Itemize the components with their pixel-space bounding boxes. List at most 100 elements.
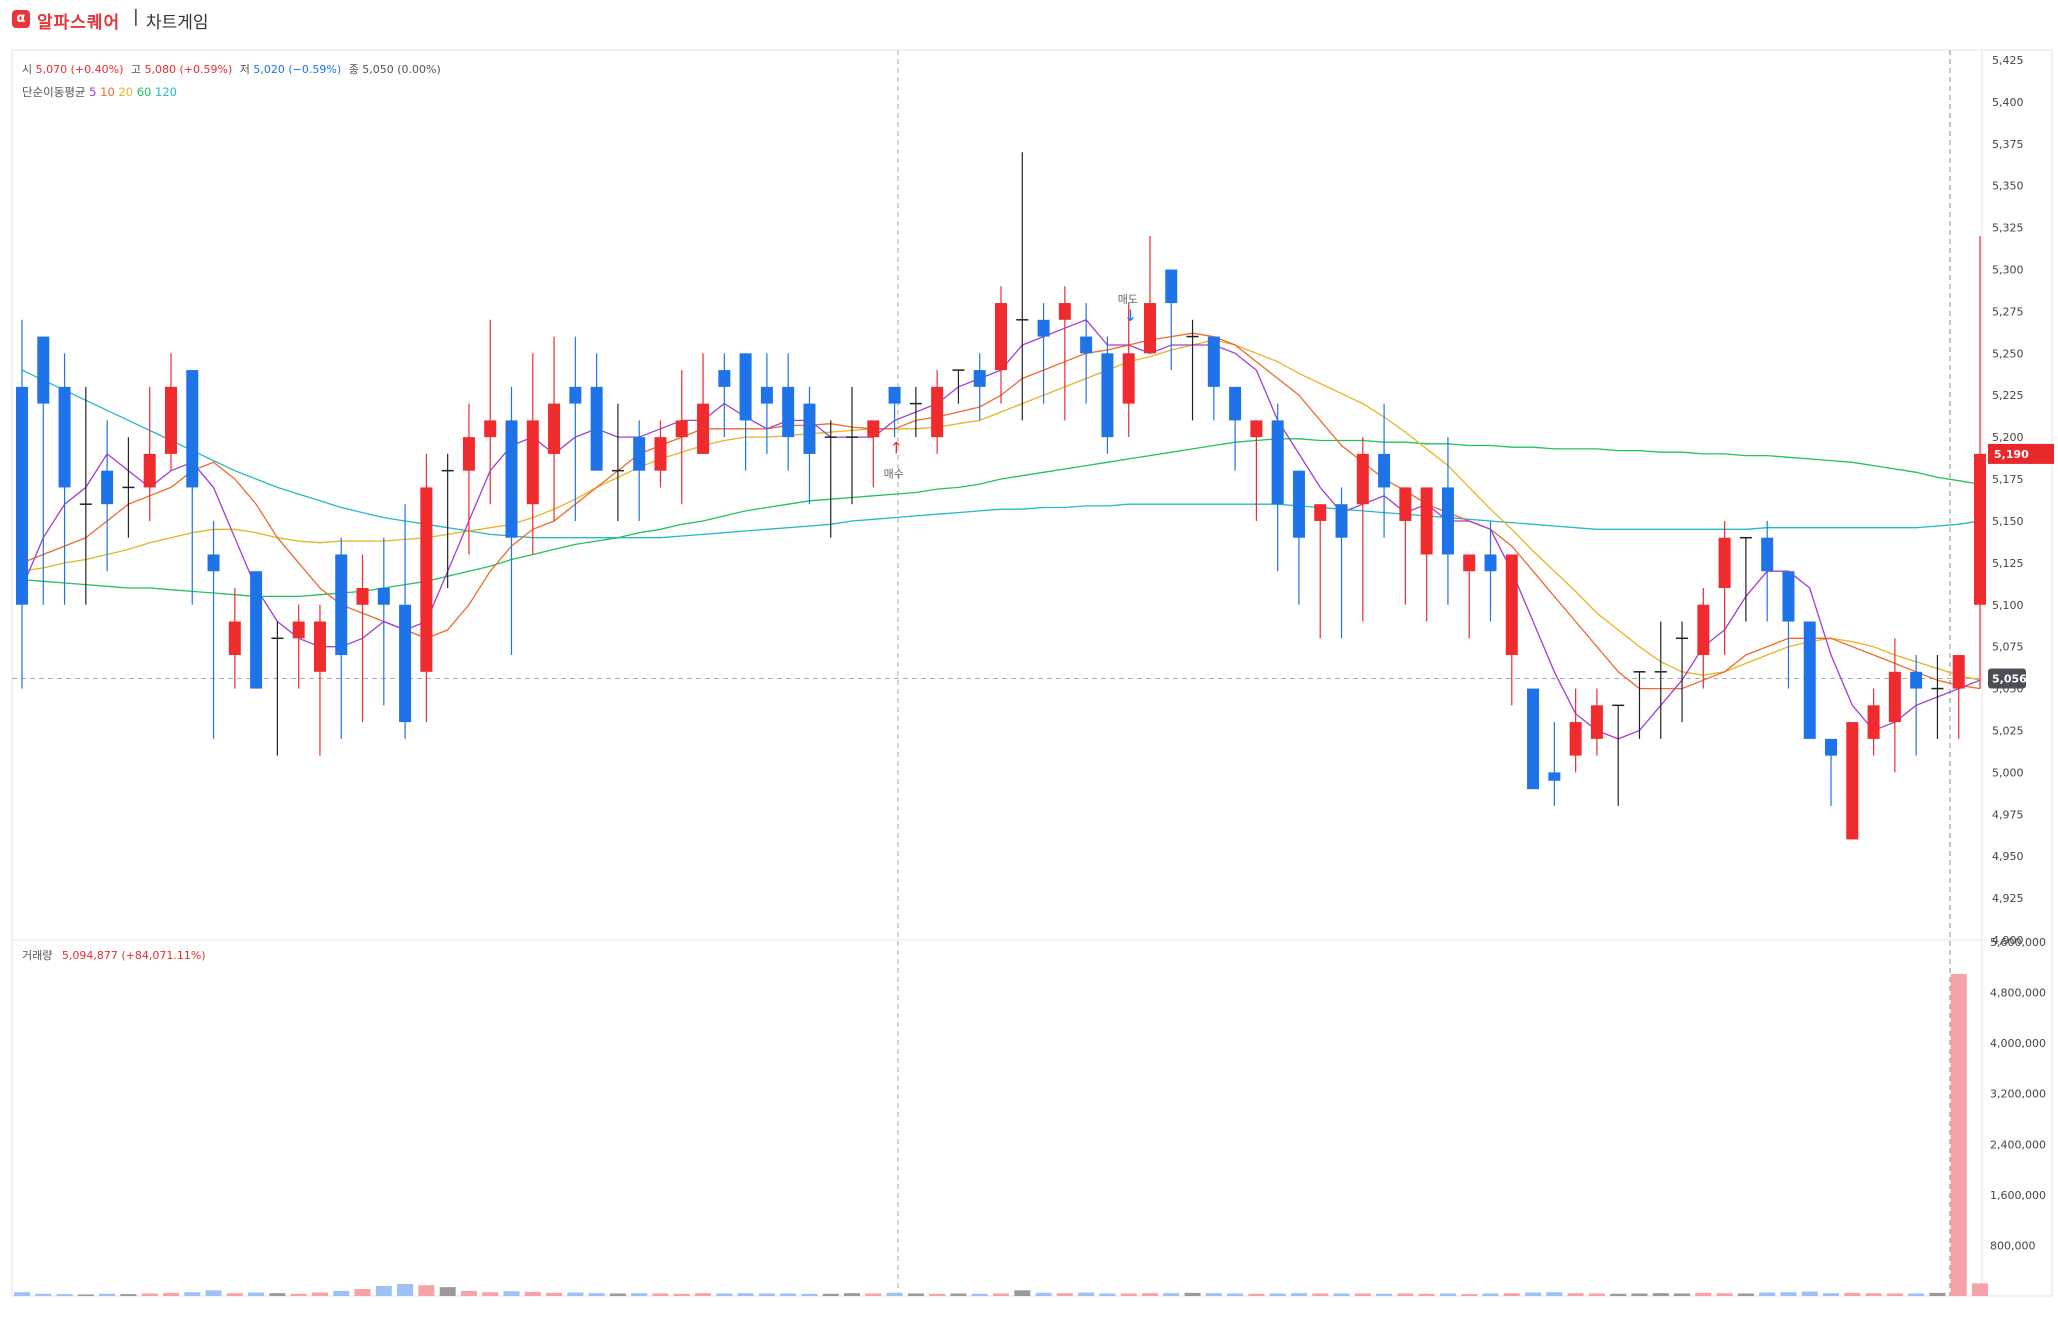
volume-bar xyxy=(120,1294,137,1296)
candle-body xyxy=(1165,269,1178,304)
candle-body xyxy=(1101,353,1114,438)
candle-body xyxy=(1548,772,1561,781)
candle-body xyxy=(1761,537,1774,572)
volume-bar xyxy=(1014,1290,1031,1296)
volume-bar xyxy=(1227,1293,1244,1296)
candle-body xyxy=(1846,722,1859,840)
title-separator: | xyxy=(133,7,139,27)
volume-bar xyxy=(1035,1292,1052,1296)
price-tick-label: 5,375 xyxy=(1992,138,2024,151)
volume-bar xyxy=(993,1293,1009,1296)
volume-bar xyxy=(1844,1292,1861,1296)
price-tick-label: 5,275 xyxy=(1992,305,2024,318)
candle-body xyxy=(1335,504,1348,538)
volume-bar xyxy=(1290,1293,1307,1296)
candle-body xyxy=(505,420,518,538)
price-tick-label: 5,350 xyxy=(1992,180,2024,193)
candle-body xyxy=(250,571,263,689)
volume-bar xyxy=(1461,1294,1478,1296)
candle-body xyxy=(675,420,688,438)
price-tick-label: 5,000 xyxy=(1992,766,2024,779)
volume-bar xyxy=(737,1293,754,1296)
sell-arrow-icon: ↓ xyxy=(1124,306,1137,325)
volume-bar xyxy=(1631,1293,1648,1296)
ma-legend[interactable]: 단순이동평균 5 10 20 60 120 xyxy=(22,85,177,99)
candle-body xyxy=(313,621,326,672)
candle-body xyxy=(1697,604,1710,656)
brand-name[interactable]: 알파스퀘어 xyxy=(37,13,121,33)
volume-bar xyxy=(1674,1293,1691,1296)
candle-body xyxy=(888,386,901,404)
candle-body xyxy=(782,386,795,438)
volume-bars xyxy=(14,973,1988,1296)
volume-bar xyxy=(524,1291,541,1296)
candle-body xyxy=(377,588,390,605)
candle-body xyxy=(739,353,752,421)
volume-bar xyxy=(673,1293,690,1296)
price-tick-label: 5,250 xyxy=(1992,347,2024,360)
volume-change: (+84,071.11%) xyxy=(121,949,205,962)
volume-bar xyxy=(1333,1293,1350,1296)
ma120-line xyxy=(21,369,1981,539)
candle-body xyxy=(143,453,156,488)
volume-bar xyxy=(652,1293,669,1296)
candle-body xyxy=(101,470,114,505)
candle-body xyxy=(1143,303,1156,354)
moving-average-lines xyxy=(21,319,1981,740)
volume-bar xyxy=(354,1289,371,1296)
volume-tick-label: 3,200,000 xyxy=(1990,1088,2046,1101)
candle-body xyxy=(633,437,646,471)
candle-body xyxy=(1122,353,1135,404)
chart-border xyxy=(11,49,2053,1297)
candle-body xyxy=(1399,487,1412,521)
open-change: (+0.40%) xyxy=(71,63,124,76)
volume-tick-label: 5,600,000 xyxy=(1990,936,2046,949)
volume-bar xyxy=(141,1293,158,1296)
volume-bar xyxy=(1652,1293,1669,1296)
price-tick-label: 5,325 xyxy=(1992,222,2024,235)
volume-bar xyxy=(886,1292,903,1296)
candle-body xyxy=(697,403,710,454)
candle-body xyxy=(164,386,177,454)
volume-bar xyxy=(1354,1293,1371,1296)
candle-body xyxy=(420,487,433,672)
volume-bar xyxy=(482,1292,499,1296)
page-title: 차트게임 xyxy=(146,13,209,33)
volume-bar xyxy=(1525,1292,1542,1296)
candle-body xyxy=(484,420,497,438)
volume-bar xyxy=(716,1293,733,1296)
volume-bar xyxy=(631,1293,648,1296)
price-tick-label: 5,400 xyxy=(1992,96,2024,109)
candle-body xyxy=(931,386,944,438)
candle-body xyxy=(16,386,28,605)
volume-bar xyxy=(77,1294,94,1296)
candle-body xyxy=(37,336,50,404)
current-price-tag: 5,056 xyxy=(1988,668,2027,689)
price-tick-label: 5,025 xyxy=(1992,724,2024,737)
candle-body xyxy=(1378,453,1391,488)
volume-tick-label: 2,400,000 xyxy=(1990,1138,2046,1151)
volume-bar xyxy=(1418,1293,1435,1296)
candle-body xyxy=(1037,319,1050,337)
volume-bar xyxy=(1120,1293,1137,1296)
volume-bar xyxy=(269,1293,286,1296)
volume-bar xyxy=(14,1292,30,1296)
volume-bar xyxy=(205,1290,222,1296)
ma20-line xyxy=(21,339,1981,681)
volume-bar xyxy=(460,1290,477,1296)
volume-bar xyxy=(1737,1293,1754,1296)
high-value: 5,080 xyxy=(145,63,177,76)
chart-frame xyxy=(11,49,2053,1297)
volume-bar xyxy=(1886,1293,1903,1296)
alphasquare-logo-icon[interactable]: α xyxy=(12,10,30,28)
trade-signals: ↑ 매수 매도↓ xyxy=(884,293,1138,480)
candle-body xyxy=(973,370,986,387)
volume-bar xyxy=(758,1293,775,1296)
volume-bar xyxy=(609,1293,626,1296)
volume-bar xyxy=(950,1293,967,1296)
candle-body xyxy=(1207,336,1220,387)
price-tick-label: 5,425 xyxy=(1992,54,2024,67)
candle-body xyxy=(548,403,561,454)
volume-bar xyxy=(1141,1293,1158,1296)
